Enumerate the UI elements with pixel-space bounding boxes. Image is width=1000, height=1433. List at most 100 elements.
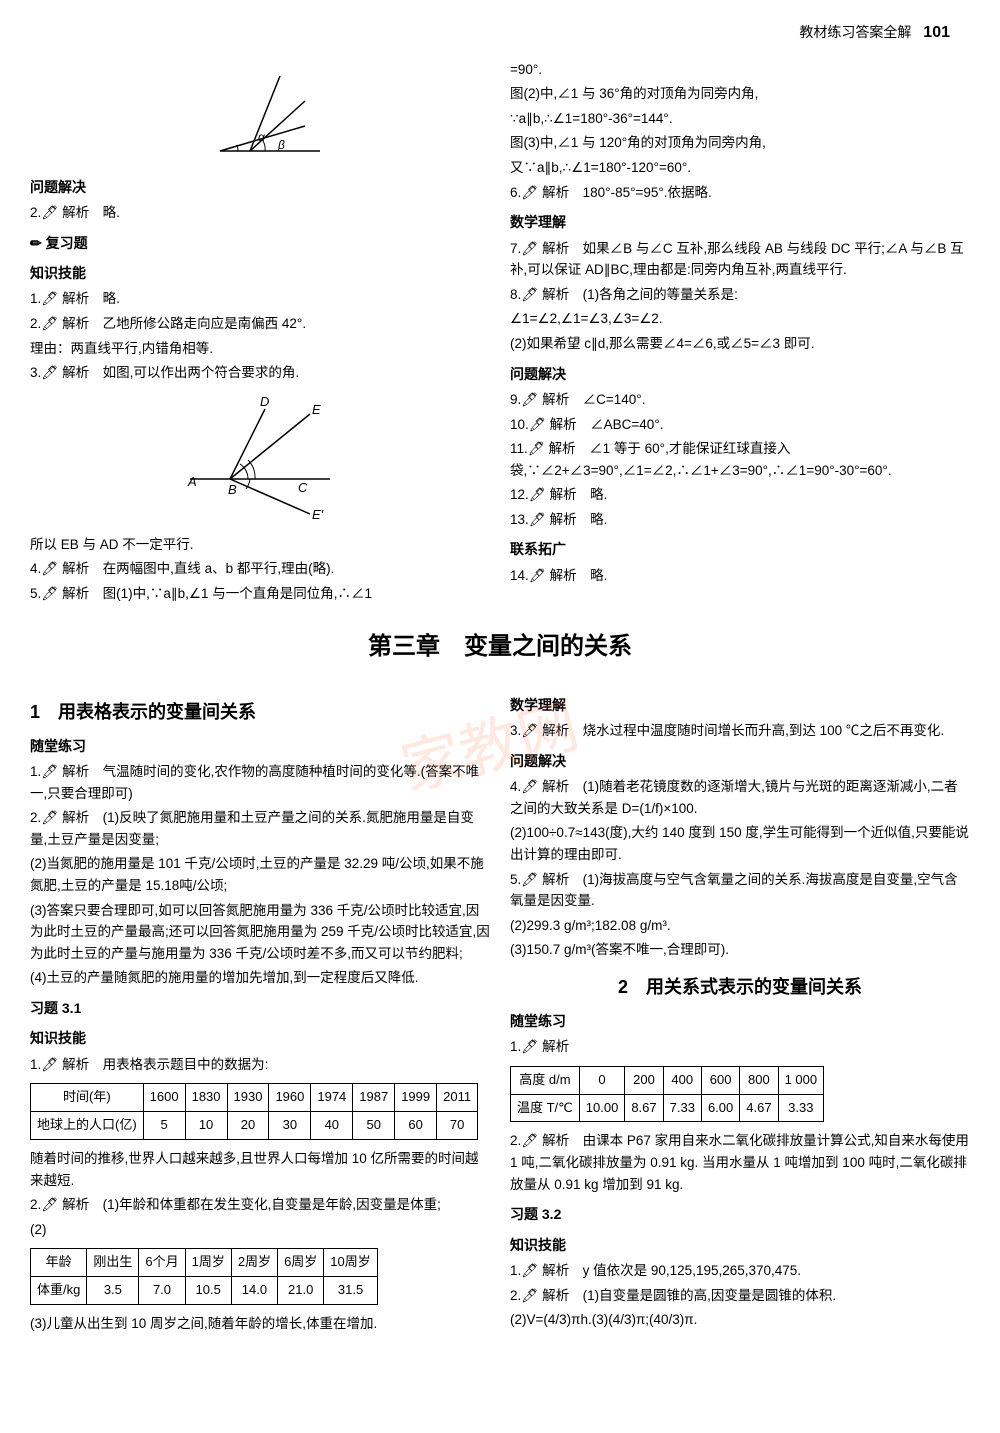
ur-q8-l2: ∠1=∠2,∠1=∠3,∠3=∠2. xyxy=(510,308,970,330)
ur-q7: 7.🖊 解析 如果∠B 与∠C 互补,那么线段 AB 与线段 DC 平行;∠A … xyxy=(510,238,970,281)
extend-title: 联系拓广 xyxy=(510,538,970,560)
table-cell: 7.33 xyxy=(663,1094,701,1122)
table-header-cell: 200 xyxy=(625,1066,663,1094)
math-understand-title: 数学理解 xyxy=(510,211,970,233)
table-header-cell: 2011 xyxy=(437,1084,478,1112)
page-header: 教材练习答案全解 101 xyxy=(30,20,970,46)
lr-q4: 4.🖊 解析 (1)随着老花镜度数的逐渐增大,镜片与光斑的距离逐渐减小,二者之间… xyxy=(510,776,970,819)
svg-text:D: D xyxy=(260,394,269,409)
svg-text:C: C xyxy=(298,480,308,495)
lr-q5-3: (3)150.7 g/m³(答案不唯一,合理即可). xyxy=(510,939,970,961)
svg-text:α: α xyxy=(258,130,266,144)
header-title: 教材练习答案全解 xyxy=(799,24,911,40)
review-title: ✏ 复习题 xyxy=(30,232,490,254)
table-row-label: 地球上的人口(亿) xyxy=(31,1112,144,1140)
page-number: 101 xyxy=(923,24,950,41)
skill-q1: 1.🖊 解析 略. xyxy=(30,288,490,310)
table-header-cell: 年龄 xyxy=(31,1249,87,1277)
table-cell: 10 xyxy=(185,1112,227,1140)
lr-qk1: 1.🖊 解析 y 值依次是 90,125,195,265,370,475. xyxy=(510,1260,970,1282)
table-cell: 31.5 xyxy=(324,1277,377,1305)
table-population: 时间(年)16001830193019601974198719992011 地球… xyxy=(30,1083,478,1140)
lr-q3: 3.🖊 解析 烧水过程中温度随时间增长而升高,到达 100 ℃之后不再变化. xyxy=(510,720,970,742)
table-weight: 年龄刚出生6个月1周岁2周岁6周岁10周岁 体重/kg3.57.010.514.… xyxy=(30,1248,378,1305)
table-header-cell: 0 xyxy=(579,1066,625,1094)
skill-q3-note: 所以 EB 与 AD 不一定平行. xyxy=(30,534,490,556)
table-header-cell: 1960 xyxy=(269,1084,311,1112)
ur-q6: 6.🖊 解析 180°-85°=95°.依据略. xyxy=(510,182,970,204)
table-cell: 14.0 xyxy=(231,1277,277,1305)
xiti31-title: 习题 3.1 xyxy=(30,997,490,1019)
ll-qt2-3: (3)儿童从出生到 10 周岁之间,随着年龄的增长,体重在增加. xyxy=(30,1313,490,1335)
ur-q10: 10.🖊 解析 ∠ABC=40°. xyxy=(510,414,970,436)
q5: 5.🖊 解析 图(1)中,∵a∥b,∠1 与一个直角是同位角,∴∠1 xyxy=(30,583,490,605)
ll-qt1: 1.🖊 解析 用表格表示题目中的数据为: xyxy=(30,1054,490,1076)
table-header-cell: 2周岁 xyxy=(231,1249,277,1277)
suitang-title: 随堂练习 xyxy=(30,735,490,757)
t1-note: 随着时间的推移,世界人口越来越多,且世界人口每增加 10 亿所需要的时间越来越短… xyxy=(30,1148,490,1191)
upper-left-column: α β 问题解决 2.🖊 解析 略. ✏ 复习题 知识技能 1.🖊 解析 略. … xyxy=(30,56,490,608)
table-header-cell: 800 xyxy=(740,1066,778,1094)
lr-q4-2: (2)100÷0.7≈143(度),大约 140 度到 150 度,学生可能得到… xyxy=(510,822,970,865)
table-header-cell: 时间(年) xyxy=(31,1084,144,1112)
table-cell: 30 xyxy=(269,1112,311,1140)
table-cell: 70 xyxy=(437,1112,478,1140)
table-cell: 4.67 xyxy=(740,1094,778,1122)
section1-title: 1 用表格表示的变量间关系 xyxy=(30,698,490,727)
ur-l4: 图(3)中,∠1 与 120°角的对顶角为同旁内角, xyxy=(510,132,970,154)
ll-q2-4: (4)土豆的产量随氮肥的施用量的增加先增加,到一定程度后又降低. xyxy=(30,967,490,989)
table-header-cell: 400 xyxy=(663,1066,701,1094)
table-cell: 40 xyxy=(311,1112,353,1140)
lr-problem-title: 问题解决 xyxy=(510,750,970,772)
table-header-cell: 1600 xyxy=(143,1084,185,1112)
table-header-cell: 高度 d/m xyxy=(511,1066,580,1094)
ll-qt2: 2.🖊 解析 (1)年龄和体重都在发生变化,自变量是年龄,因变量是体重; xyxy=(30,1194,490,1216)
table-cell: 6.00 xyxy=(701,1094,739,1122)
table-header-cell: 1周岁 xyxy=(185,1249,231,1277)
table-cell: 3.33 xyxy=(778,1094,824,1122)
q4: 4.🖊 解析 在两幅图中,直线 a、b 都平行,理由(略). xyxy=(30,558,490,580)
ur-l1: =90°. xyxy=(510,59,970,81)
svg-text:E: E xyxy=(312,402,321,417)
lr-q5-2: (2)299.3 g/m³;182.08 g/m³. xyxy=(510,915,970,937)
skill2-title: 知识技能 xyxy=(510,1234,970,1256)
q2: 2.🖊 解析 略. xyxy=(30,202,490,224)
table-cell: 21.0 xyxy=(278,1277,324,1305)
upper-right-column: =90°. 图(2)中,∠1 与 36°角的对顶角为同旁内角, ∵a∥b,∴∠1… xyxy=(510,56,970,608)
xiti32-title: 习题 3.2 xyxy=(510,1203,970,1225)
problem-solving-title: 问题解决 xyxy=(30,176,490,198)
table-header-cell: 1987 xyxy=(353,1084,395,1112)
lr-q5: 5.🖊 解析 (1)海拔高度与空气含氧量之间的关系.海拔高度是自变量,空气含氧量… xyxy=(510,869,970,912)
table-cell: 60 xyxy=(395,1112,437,1140)
table-row-label: 温度 T/℃ xyxy=(511,1094,580,1122)
table-cell: 8.67 xyxy=(625,1094,663,1122)
ll-q2: 2.🖊 解析 (1)反映了氮肥施用量和土豆产量之间的关系.氮肥施用量是自变量,土… xyxy=(30,807,490,850)
table-header-cell: 刚出生 xyxy=(87,1249,139,1277)
skill-q3: 3.🖊 解析 如图,可以作出两个符合要求的角. xyxy=(30,362,490,384)
table-header-cell: 1999 xyxy=(395,1084,437,1112)
table-temperh: 高度 d/m02004006008001 000 温度 T/℃10.008.67… xyxy=(510,1066,824,1123)
skill-title: 知识技能 xyxy=(30,262,490,284)
lr-qk2: 2.🖊 解析 (1)自变量是圆锥的高,因变量是圆锥的体积. xyxy=(510,1285,970,1307)
table-header-cell: 10周岁 xyxy=(324,1249,377,1277)
table-cell: 3.5 xyxy=(87,1277,139,1305)
table-cell: 5 xyxy=(143,1112,185,1140)
skill-q2: 2.🖊 解析 乙地所修公路走向应是南偏西 42°. xyxy=(30,313,490,335)
problem-solve-title: 问题解决 xyxy=(510,363,970,385)
ur-q14: 14.🖊 解析 略. xyxy=(510,565,970,587)
table-header-cell: 1930 xyxy=(227,1084,269,1112)
table-cell: 50 xyxy=(353,1112,395,1140)
table-cell: 20 xyxy=(227,1112,269,1140)
ur-q9: 9.🖊 解析 ∠C=140°. xyxy=(510,389,970,411)
lr-math-title: 数学理解 xyxy=(510,694,970,716)
svg-text:B: B xyxy=(228,482,237,497)
ur-l5: 又∵a∥b,∴∠1=180°-120°=60°. xyxy=(510,157,970,179)
ray-diagram: A B C D E E' xyxy=(30,394,490,524)
ur-q13: 13.🖊 解析 略. xyxy=(510,509,970,531)
table-header-cell: 1830 xyxy=(185,1084,227,1112)
ll-q1: 1.🖊 解析 气温随时间的变化,农作物的高度随种植时间的变化等.(答案不唯一,只… xyxy=(30,761,490,804)
ur-l2: 图(2)中,∠1 与 36°角的对顶角为同旁内角, xyxy=(510,83,970,105)
ur-q8-l3: (2)如果希望 c∥d,那么需要∠4=∠6,或∠5=∠3 即可. xyxy=(510,333,970,355)
svg-text:E': E' xyxy=(312,507,324,522)
table-header-cell: 1 000 xyxy=(778,1066,824,1094)
